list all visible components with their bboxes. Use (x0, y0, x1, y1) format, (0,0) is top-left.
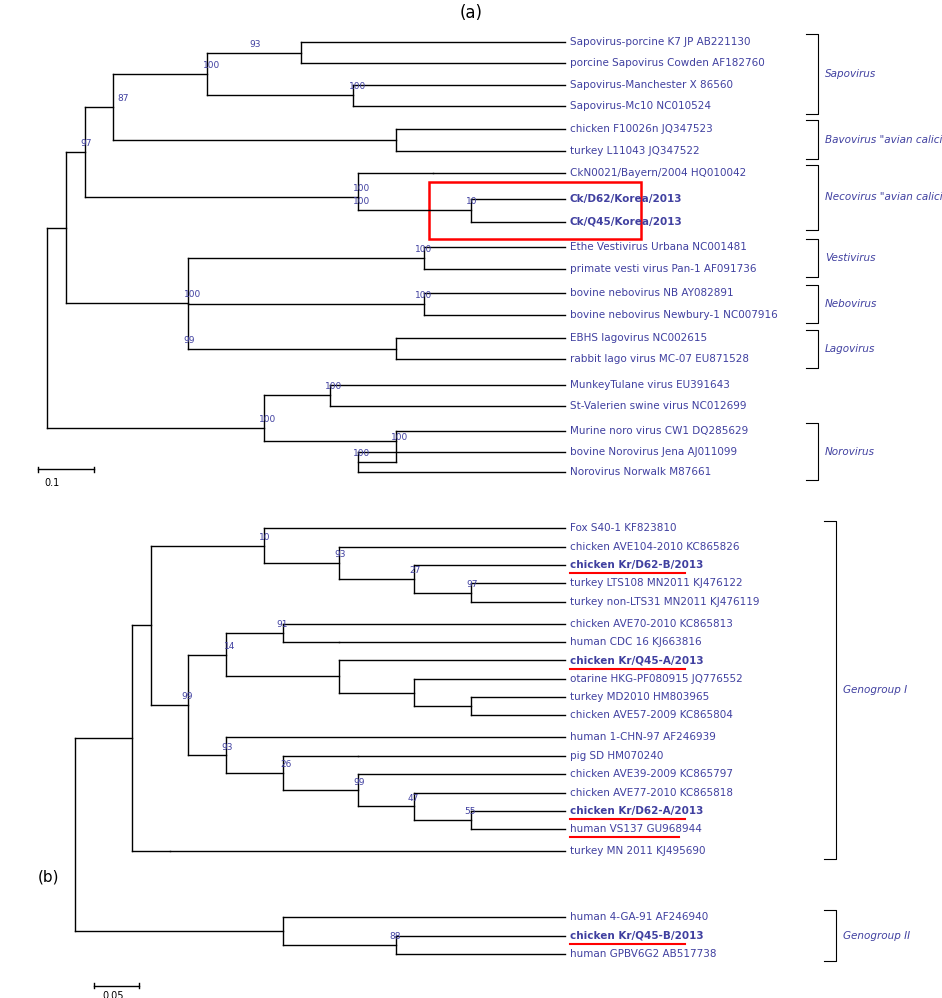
Text: 100: 100 (349, 82, 365, 91)
Text: chicken AVE77-2010 KC865818: chicken AVE77-2010 KC865818 (570, 787, 733, 797)
Text: Genogroup I: Genogroup I (843, 685, 907, 695)
Text: Fox S40-1 KF823810: Fox S40-1 KF823810 (570, 523, 676, 533)
Text: 27: 27 (410, 566, 421, 575)
Text: rabbit lago virus MC-07 EU871528: rabbit lago virus MC-07 EU871528 (570, 354, 749, 364)
Text: Lagovirus: Lagovirus (825, 344, 875, 354)
Text: 99: 99 (182, 693, 193, 702)
Text: human CDC 16 KJ663816: human CDC 16 KJ663816 (570, 637, 702, 647)
Text: bovine nebovirus NB AY082891: bovine nebovirus NB AY082891 (570, 288, 734, 298)
Text: MunkeyTulane virus EU391643: MunkeyTulane virus EU391643 (570, 380, 730, 390)
Text: chicken AVE57-2009 KC865804: chicken AVE57-2009 KC865804 (570, 711, 733, 721)
Text: 26: 26 (281, 760, 292, 769)
Text: 0.1: 0.1 (44, 478, 59, 488)
Text: bovine nebovirus Newbury-1 NC007916: bovine nebovirus Newbury-1 NC007916 (570, 309, 778, 319)
Text: bovine Norovirus Jena AJ011099: bovine Norovirus Jena AJ011099 (570, 447, 737, 457)
Text: Sapovirus-porcine K7 JP AB221130: Sapovirus-porcine K7 JP AB221130 (570, 37, 751, 47)
Text: 100: 100 (203, 61, 219, 70)
Text: 97: 97 (466, 580, 478, 589)
Text: 91: 91 (276, 620, 287, 630)
Text: Necovirus "avian calicivirus II": Necovirus "avian calicivirus II" (825, 193, 942, 203)
Text: 99: 99 (184, 335, 195, 344)
Text: 93: 93 (221, 743, 233, 751)
Text: 87: 87 (118, 94, 129, 103)
Text: primate vesti virus Pan-1 AF091736: primate vesti virus Pan-1 AF091736 (570, 263, 756, 274)
Text: Bavovirus "avian calicivirus I": Bavovirus "avian calicivirus I" (825, 135, 942, 145)
Text: 100: 100 (391, 433, 408, 442)
Text: human 4-GA-91 AF246940: human 4-GA-91 AF246940 (570, 912, 708, 922)
Text: 55: 55 (464, 807, 476, 816)
Text: human VS137 GU968944: human VS137 GU968944 (570, 824, 702, 834)
Text: 93: 93 (250, 40, 261, 49)
Text: turkey non-LTS31 MN2011 KJ476119: turkey non-LTS31 MN2011 KJ476119 (570, 597, 759, 607)
Text: 100: 100 (414, 290, 431, 299)
Text: chicken F10026n JQ347523: chicken F10026n JQ347523 (570, 124, 713, 134)
Text: 88: 88 (389, 932, 400, 941)
Text: Sapovirus-Manchester X 86560: Sapovirus-Manchester X 86560 (570, 80, 733, 90)
Text: Sapovirus: Sapovirus (825, 69, 876, 79)
Text: pig SD HM070240: pig SD HM070240 (570, 750, 663, 760)
Text: 100: 100 (184, 290, 201, 299)
Text: (b): (b) (38, 869, 59, 884)
Text: 97: 97 (80, 139, 91, 148)
Text: 47: 47 (408, 793, 419, 802)
Text: human 1-CHN-97 AF246939: human 1-CHN-97 AF246939 (570, 733, 716, 743)
Text: otarine HKG-PF080915 JQ776552: otarine HKG-PF080915 JQ776552 (570, 674, 742, 684)
Text: 93: 93 (334, 550, 346, 559)
Text: St-Valerien swine virus NC012699: St-Valerien swine virus NC012699 (570, 401, 746, 411)
Text: turkey L11043 JQ347522: turkey L11043 JQ347522 (570, 146, 700, 156)
Text: 10: 10 (259, 533, 270, 542)
Text: Sapovirus-Mc10 NC010524: Sapovirus-Mc10 NC010524 (570, 101, 711, 111)
Text: EBHS lagovirus NC002615: EBHS lagovirus NC002615 (570, 333, 707, 343)
Text: chicken AVE39-2009 KC865797: chicken AVE39-2009 KC865797 (570, 769, 733, 779)
Text: 100: 100 (414, 245, 431, 253)
Text: Norovirus: Norovirus (825, 447, 875, 457)
Text: human GPBV6G2 AB517738: human GPBV6G2 AB517738 (570, 949, 717, 959)
Text: Norovirus Norwalk M87661: Norovirus Norwalk M87661 (570, 467, 711, 477)
Text: Ethe Vestivirus Urbana NC001481: Ethe Vestivirus Urbana NC001481 (570, 242, 747, 251)
Text: chicken Kr/Q45-B/2013: chicken Kr/Q45-B/2013 (570, 930, 704, 941)
Text: Ck/D62/Korea/2013: Ck/D62/Korea/2013 (570, 194, 682, 204)
Text: porcine Sapovirus Cowden AF182760: porcine Sapovirus Cowden AF182760 (570, 59, 765, 69)
Text: chicken Kr/D62-B/2013: chicken Kr/D62-B/2013 (570, 560, 704, 570)
Text: 10: 10 (466, 197, 478, 206)
Text: 100: 100 (353, 197, 370, 206)
Text: chicken AVE70-2010 KC865813: chicken AVE70-2010 KC865813 (570, 619, 733, 629)
Text: turkey MD2010 HM803965: turkey MD2010 HM803965 (570, 693, 709, 703)
Text: Genogroup II: Genogroup II (843, 930, 910, 941)
Text: chicken Kr/Q45-A/2013: chicken Kr/Q45-A/2013 (570, 656, 704, 666)
Text: (a): (a) (460, 4, 482, 22)
Text: Vestivirus: Vestivirus (825, 252, 876, 262)
Text: CkN0021/Bayern/2004 HQ010042: CkN0021/Bayern/2004 HQ010042 (570, 169, 746, 179)
Text: 100: 100 (259, 415, 276, 424)
Text: 100: 100 (353, 448, 370, 457)
Text: chicken AVE104-2010 KC865826: chicken AVE104-2010 KC865826 (570, 542, 739, 552)
Text: 100: 100 (353, 185, 370, 194)
Text: Ck/Q45/Korea/2013: Ck/Q45/Korea/2013 (570, 217, 683, 227)
Text: 0.05: 0.05 (103, 991, 123, 998)
Text: turkey LTS108 MN2011 KJ476122: turkey LTS108 MN2011 KJ476122 (570, 579, 742, 589)
Text: 14: 14 (224, 642, 236, 651)
Text: turkey MN 2011 KJ495690: turkey MN 2011 KJ495690 (570, 846, 706, 856)
Text: 100: 100 (325, 382, 342, 391)
Text: Murine noro virus CW1 DQ285629: Murine noro virus CW1 DQ285629 (570, 426, 748, 436)
Text: Nebovirus: Nebovirus (825, 299, 878, 309)
Text: chicken Kr/D62-A/2013: chicken Kr/D62-A/2013 (570, 805, 704, 816)
Text: 99: 99 (353, 777, 365, 786)
